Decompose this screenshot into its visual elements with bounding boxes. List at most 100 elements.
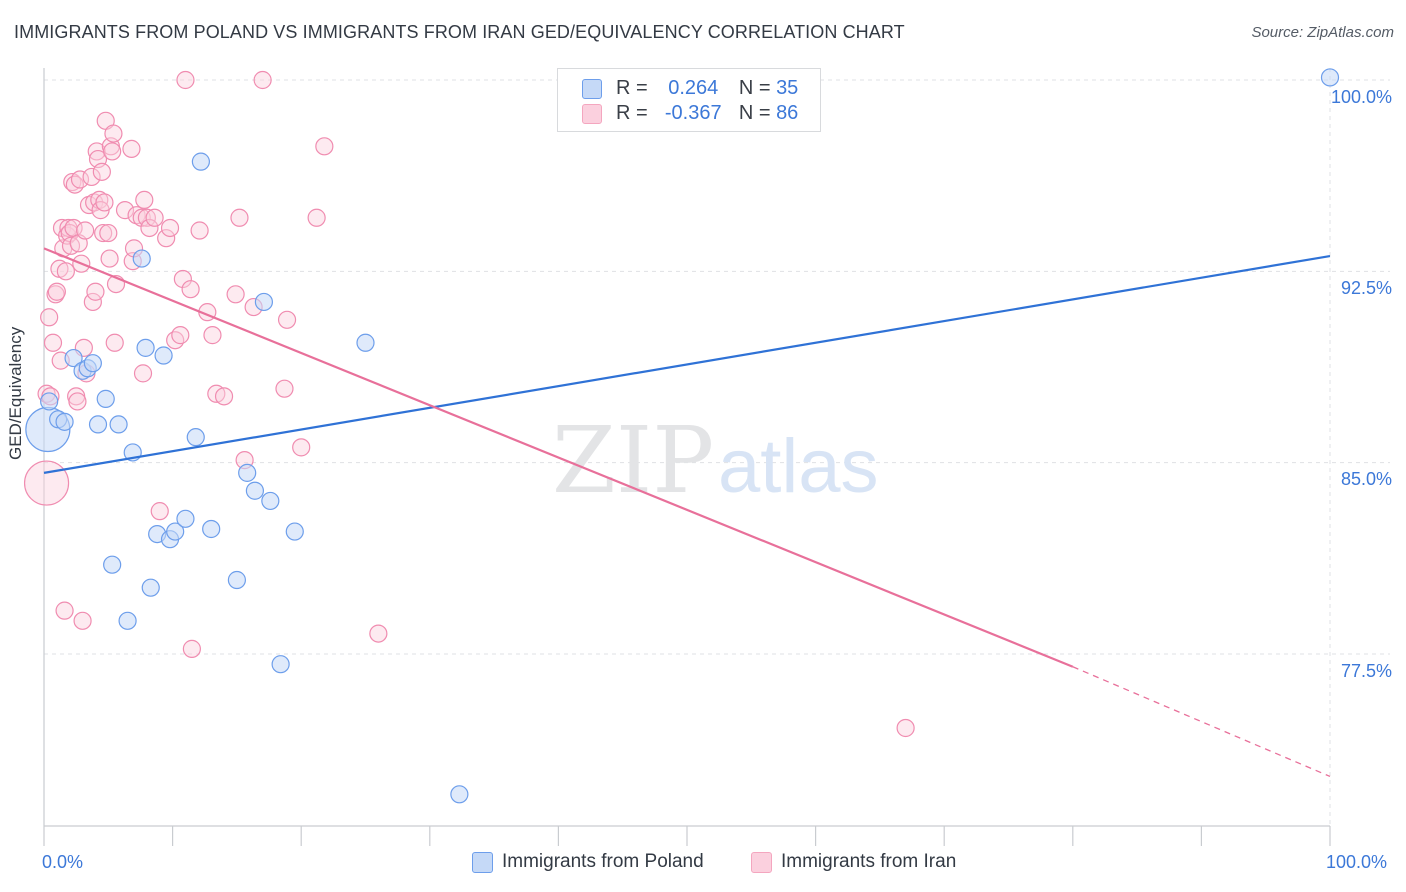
iran-point: [176, 70, 195, 90]
iran-point: [166, 331, 185, 350]
iran-n-value: 86: [776, 102, 799, 124]
iran-swatch: [582, 104, 602, 124]
iran-point: [182, 639, 201, 658]
iran-point: [896, 718, 915, 738]
iran-r-label: R =: [616, 102, 648, 124]
iran-point: [55, 601, 74, 620]
iran-point: [115, 201, 135, 220]
grid-lines: [44, 68, 1390, 826]
x-tick-0: 0.0%: [42, 852, 84, 872]
y-tick-100: 100.0%: [1330, 87, 1392, 107]
iran-point: [68, 392, 87, 411]
poland-point: [1320, 68, 1340, 87]
iran-legend-label: Immigrants from Iran: [781, 851, 957, 872]
poland-point: [227, 570, 246, 590]
iran-point: [43, 333, 63, 352]
iran-point: [135, 190, 154, 210]
iran-point: [76, 221, 95, 240]
iran-point: [56, 262, 75, 281]
poland-point: [261, 491, 280, 511]
iran-point: [173, 269, 192, 289]
poland-point: [109, 415, 128, 434]
poland-point: [88, 415, 108, 434]
iran-point: [160, 218, 180, 238]
source-label: Source: ZipAtlas.com: [1251, 24, 1394, 41]
iran-point: [253, 70, 272, 90]
iran-point: [277, 310, 297, 329]
poland-legend-swatch: [472, 852, 493, 873]
poland-n-value: 35: [776, 77, 799, 99]
y-tick-92-5: 92.5%: [1340, 278, 1392, 298]
poland-point: [96, 389, 115, 408]
iran-point: [132, 208, 151, 227]
poland-r-label: R =: [616, 77, 648, 99]
poland-point: [132, 249, 151, 268]
poland-legend-label: Immigrants from Poland: [502, 851, 704, 872]
poland-point: [64, 348, 83, 368]
iran-point: [292, 438, 311, 457]
iran-points: [23, 70, 915, 738]
poland-point: [103, 555, 122, 574]
poland-point: [141, 578, 160, 597]
iran-point: [82, 167, 101, 187]
iran-point: [103, 142, 122, 161]
axes: [43, 68, 1331, 846]
iran-r-value: -0.367: [664, 102, 722, 124]
iran-point: [315, 137, 334, 156]
iran-legend-swatch: [751, 852, 772, 873]
poland-point: [40, 392, 59, 411]
iran-point: [47, 282, 66, 301]
iran-point: [226, 285, 245, 304]
iran-point: [140, 218, 159, 238]
y-tick-77-5: 77.5%: [1340, 661, 1392, 681]
x-tick-100: 100.0%: [1326, 852, 1388, 872]
poland-point: [285, 522, 304, 541]
iran-n-label: N =: [738, 102, 771, 124]
poland-trend-line: [43, 254, 1331, 474]
y-axis-label: GED/Equivalency: [6, 326, 25, 460]
iran-point: [145, 208, 164, 227]
iran-point: [133, 364, 153, 383]
poland-point: [176, 509, 195, 528]
iran-point: [79, 195, 99, 215]
poland-point: [55, 412, 74, 431]
iran-point: [181, 280, 200, 299]
poland-swatch: [582, 79, 602, 99]
watermark: ZIP atlas: [552, 407, 879, 514]
poland-point: [202, 519, 221, 539]
iran-point: [105, 333, 124, 352]
iran-point: [40, 308, 59, 327]
iran-point: [23, 460, 70, 506]
iran-point: [70, 170, 90, 189]
poland-point: [245, 481, 265, 500]
iran-point: [86, 282, 105, 301]
poland-n-label: N =: [738, 77, 771, 99]
poland-point: [186, 428, 205, 447]
iran-point: [171, 326, 190, 345]
iran-point: [92, 162, 111, 181]
iran-point: [307, 208, 326, 227]
poland-point: [356, 333, 375, 352]
y-tick-85: 85.0%: [1340, 469, 1392, 489]
poland-points: [25, 68, 1340, 804]
correlation-legend: R = 0.264 N = 35 R = -0.367 N = 86: [557, 68, 821, 132]
iran-trend-extrapolation: [1072, 666, 1331, 778]
iran-point: [65, 175, 84, 194]
iran-point: [104, 124, 123, 143]
iran-point: [369, 624, 388, 643]
watermark-atlas: atlas: [718, 424, 879, 509]
iran-point: [203, 326, 222, 345]
watermark-zip: ZIP: [552, 407, 714, 514]
trend-lines: [43, 247, 1331, 778]
poland-point: [450, 785, 469, 804]
iran-point: [94, 223, 113, 243]
poland-point: [271, 655, 290, 674]
poland-point: [83, 354, 102, 373]
iran-point: [87, 142, 106, 161]
poland-point: [191, 152, 210, 171]
poland-point: [136, 338, 155, 357]
iran-point: [214, 387, 234, 406]
poland-point: [154, 346, 173, 365]
iran-point: [73, 611, 92, 630]
